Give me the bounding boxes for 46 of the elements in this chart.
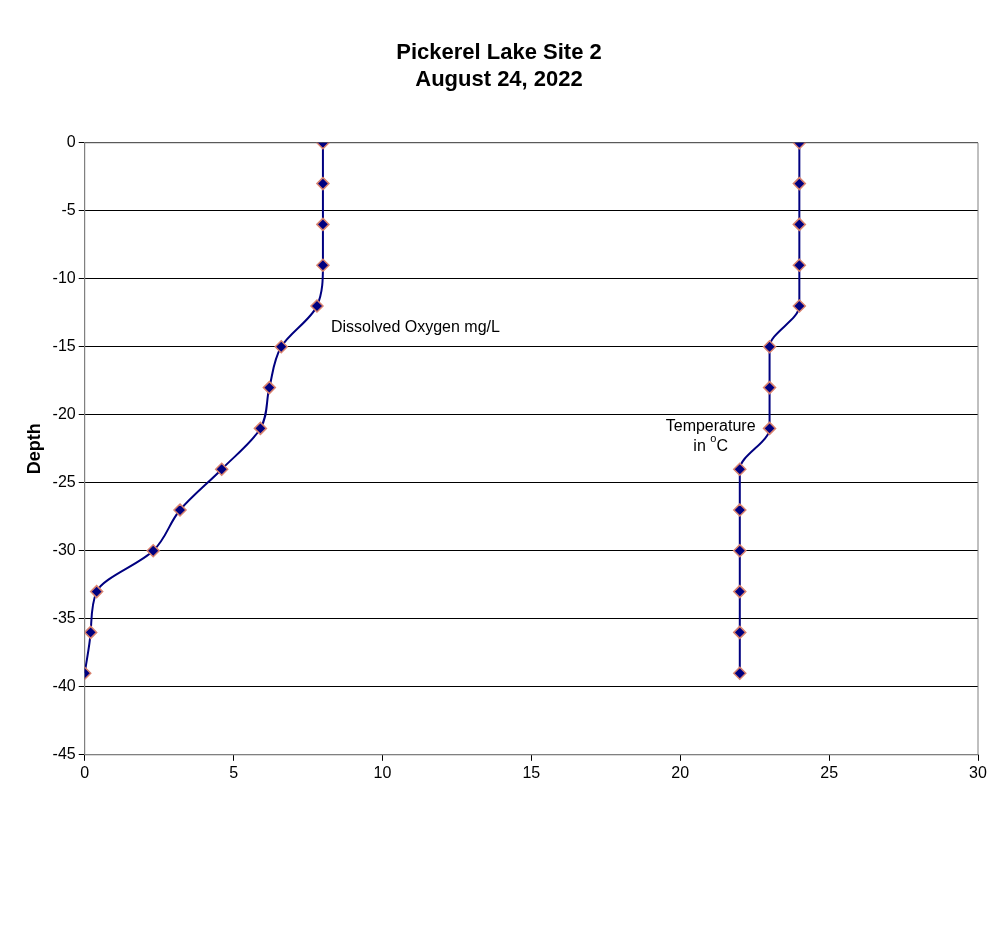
chart-title: Pickerel Lake Site 2 <box>396 39 602 65</box>
x-tick-label: 5 <box>229 763 239 781</box>
point <box>792 299 807 313</box>
y-tick-label: -5 <box>61 201 76 219</box>
point <box>146 544 160 558</box>
point <box>762 380 777 395</box>
x-tick-label: 25 <box>820 763 839 781</box>
y-tick-label: -45 <box>52 745 76 763</box>
y-tick-label: -15 <box>52 337 76 355</box>
point <box>733 584 747 599</box>
point <box>173 503 187 517</box>
point <box>792 176 807 191</box>
series-label: Dissolved Oxygen mg/L <box>330 318 501 336</box>
point <box>316 217 330 232</box>
x-tick-label: 15 <box>522 763 541 781</box>
x-tick-label: 0 <box>80 763 90 781</box>
y-axis-title: Depth <box>23 423 44 475</box>
y-tick-label: -25 <box>52 473 76 491</box>
point <box>310 299 324 313</box>
point <box>792 258 807 272</box>
point <box>262 380 277 395</box>
point <box>762 340 777 354</box>
point <box>316 176 330 191</box>
point <box>792 217 807 232</box>
point <box>274 340 288 354</box>
point <box>214 462 229 476</box>
point <box>84 625 98 640</box>
y-tick-label: -30 <box>52 541 76 559</box>
point <box>733 544 747 558</box>
point <box>253 421 268 436</box>
point <box>89 584 104 599</box>
point <box>733 462 747 476</box>
x-tick-label: 30 <box>969 763 987 781</box>
y-tick-label: -40 <box>52 677 76 695</box>
x-tick-label: 20 <box>671 763 690 781</box>
point <box>733 503 747 517</box>
y-tick-label: 0 <box>66 133 76 151</box>
y-tick-label: -35 <box>52 609 76 627</box>
x-tick-label: 10 <box>373 763 392 781</box>
y-tick-label: -10 <box>52 269 76 287</box>
point <box>762 421 777 436</box>
point <box>733 666 747 680</box>
point <box>316 258 330 272</box>
chart-subtitle: August 24, 2022 <box>415 65 583 91</box>
point <box>733 625 747 640</box>
y-tick-label: -20 <box>52 405 76 423</box>
